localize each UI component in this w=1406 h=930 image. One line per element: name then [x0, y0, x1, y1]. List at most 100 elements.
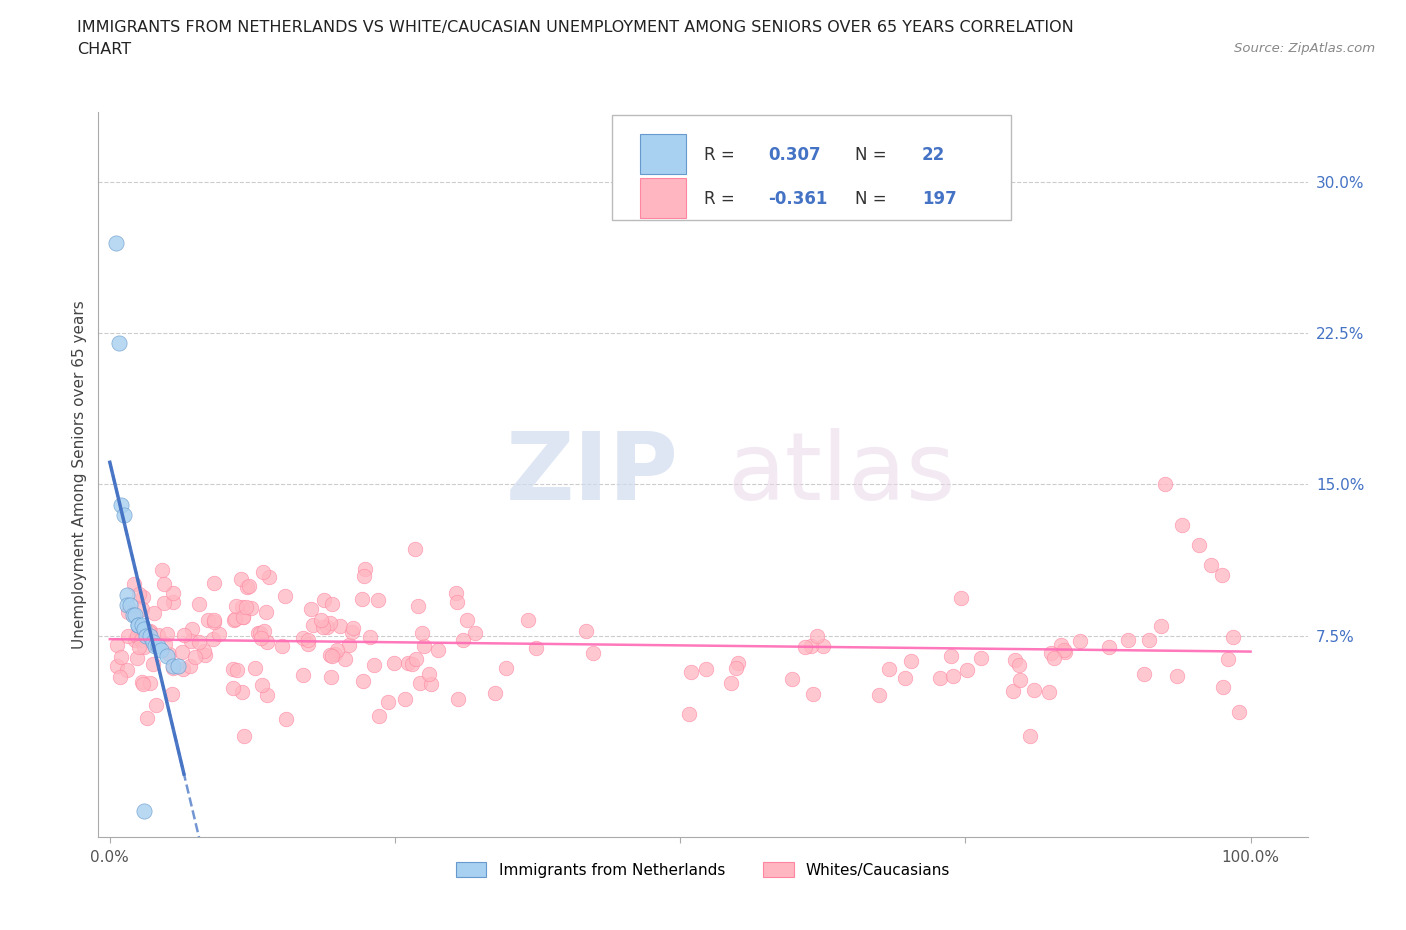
Point [406, 599, 429, 614]
Point [127, 618, 149, 633]
Point [363, 658, 385, 672]
Text: R =: R = [704, 146, 740, 164]
Point [1053, 644, 1076, 659]
Point [720, 676, 742, 691]
Point [172, 661, 194, 676]
Point [1010, 672, 1032, 687]
Point [197, 613, 219, 628]
Point [238, 578, 260, 593]
Point [319, 616, 342, 631]
Point [129, 632, 152, 647]
Point [139, 676, 162, 691]
Point [353, 568, 375, 583]
Point [167, 658, 190, 673]
Point [225, 663, 247, 678]
Point [249, 625, 271, 640]
Point [162, 660, 184, 675]
Point [124, 633, 146, 648]
Point [104, 235, 127, 250]
Point [1002, 684, 1025, 698]
Point [252, 678, 274, 693]
Point [297, 637, 319, 652]
Point [162, 586, 184, 601]
Point [1022, 683, 1045, 698]
Point [484, 685, 506, 700]
Point [143, 605, 166, 620]
Point [156, 626, 179, 641]
Point [309, 612, 332, 627]
Text: 197: 197 [922, 190, 956, 208]
Point [446, 594, 468, 609]
Point [138, 624, 160, 639]
Point [524, 640, 547, 655]
Point [409, 675, 432, 690]
Point [156, 648, 179, 663]
Point [321, 670, 343, 684]
Point [224, 613, 246, 628]
Point [1212, 680, 1234, 695]
Point [456, 613, 478, 628]
Point [382, 656, 405, 671]
Point [394, 692, 416, 707]
Point [157, 646, 180, 661]
Point [122, 577, 145, 591]
Point [232, 610, 254, 625]
Point [444, 586, 467, 601]
Point [337, 638, 360, 653]
Point [678, 707, 700, 722]
Point [232, 729, 254, 744]
Bar [640, 134, 686, 174]
Point [301, 618, 323, 632]
Point [900, 654, 922, 669]
Point [232, 609, 254, 624]
Point [193, 644, 215, 658]
Point [127, 629, 149, 644]
Point [326, 643, 349, 658]
Point [1227, 705, 1250, 720]
Point [291, 668, 314, 683]
Point [939, 648, 962, 663]
Point [150, 563, 173, 578]
Point [495, 660, 517, 675]
Point [727, 655, 749, 670]
Point [868, 688, 890, 703]
Point [1042, 651, 1064, 666]
Point [350, 591, 373, 606]
Point [359, 630, 381, 644]
Point [1149, 618, 1171, 633]
Point [150, 643, 173, 658]
Point [115, 588, 138, 603]
Y-axis label: Unemployment Among Seniors over 65 years: Unemployment Among Seniors over 65 years [72, 300, 87, 649]
Point [412, 639, 434, 654]
Point [396, 656, 419, 671]
Point [801, 686, 824, 701]
Text: 0.307: 0.307 [768, 146, 821, 164]
Point [877, 661, 900, 676]
Point [1004, 652, 1026, 667]
Point [110, 498, 132, 512]
Point [401, 657, 423, 671]
Point [240, 601, 263, 616]
Point [202, 613, 225, 628]
Point [956, 662, 979, 677]
Point [259, 569, 281, 584]
Point [1154, 477, 1177, 492]
Point [517, 612, 540, 627]
Point [125, 650, 148, 665]
Point [117, 629, 139, 644]
Point [180, 634, 202, 649]
Point [405, 651, 427, 666]
Point [314, 592, 336, 607]
Point [128, 587, 150, 602]
Point [695, 661, 717, 676]
Point [725, 660, 748, 675]
Text: 22: 22 [922, 146, 945, 164]
Point [420, 676, 443, 691]
Point [250, 631, 273, 645]
Point [225, 599, 247, 614]
Point [342, 624, 364, 639]
Point [139, 628, 162, 643]
Point [132, 804, 155, 818]
Point [117, 605, 139, 620]
Text: -0.361: -0.361 [768, 190, 828, 208]
